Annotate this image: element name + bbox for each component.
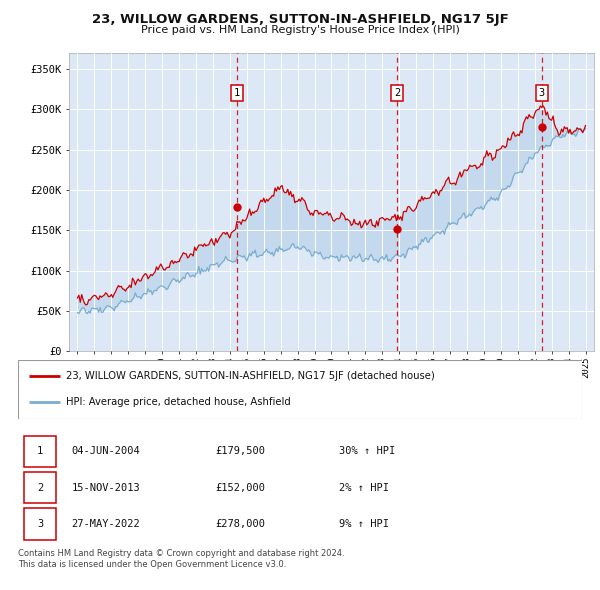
FancyBboxPatch shape [23, 472, 56, 503]
Text: £152,000: £152,000 [215, 483, 265, 493]
Text: 23, WILLOW GARDENS, SUTTON-IN-ASHFIELD, NG17 5JF: 23, WILLOW GARDENS, SUTTON-IN-ASHFIELD, … [92, 13, 508, 26]
Text: Contains HM Land Registry data © Crown copyright and database right 2024.
This d: Contains HM Land Registry data © Crown c… [18, 549, 344, 569]
Text: 1: 1 [234, 88, 240, 99]
FancyBboxPatch shape [23, 435, 56, 467]
Text: 3: 3 [539, 88, 545, 99]
Text: 27-MAY-2022: 27-MAY-2022 [71, 519, 140, 529]
Text: 3: 3 [37, 519, 43, 529]
Text: Price paid vs. HM Land Registry's House Price Index (HPI): Price paid vs. HM Land Registry's House … [140, 25, 460, 35]
Text: £179,500: £179,500 [215, 447, 265, 457]
Text: 23, WILLOW GARDENS, SUTTON-IN-ASHFIELD, NG17 5JF (detached house): 23, WILLOW GARDENS, SUTTON-IN-ASHFIELD, … [66, 372, 434, 381]
Text: £278,000: £278,000 [215, 519, 265, 529]
FancyBboxPatch shape [23, 508, 56, 540]
Text: 2: 2 [37, 483, 43, 493]
Text: 15-NOV-2013: 15-NOV-2013 [71, 483, 140, 493]
Text: 2: 2 [394, 88, 400, 99]
Text: HPI: Average price, detached house, Ashfield: HPI: Average price, detached house, Ashf… [66, 398, 290, 407]
Text: 9% ↑ HPI: 9% ↑ HPI [340, 519, 389, 529]
Text: 30% ↑ HPI: 30% ↑ HPI [340, 447, 396, 457]
Text: 04-JUN-2004: 04-JUN-2004 [71, 447, 140, 457]
Text: 2% ↑ HPI: 2% ↑ HPI [340, 483, 389, 493]
Text: 1: 1 [37, 447, 43, 457]
